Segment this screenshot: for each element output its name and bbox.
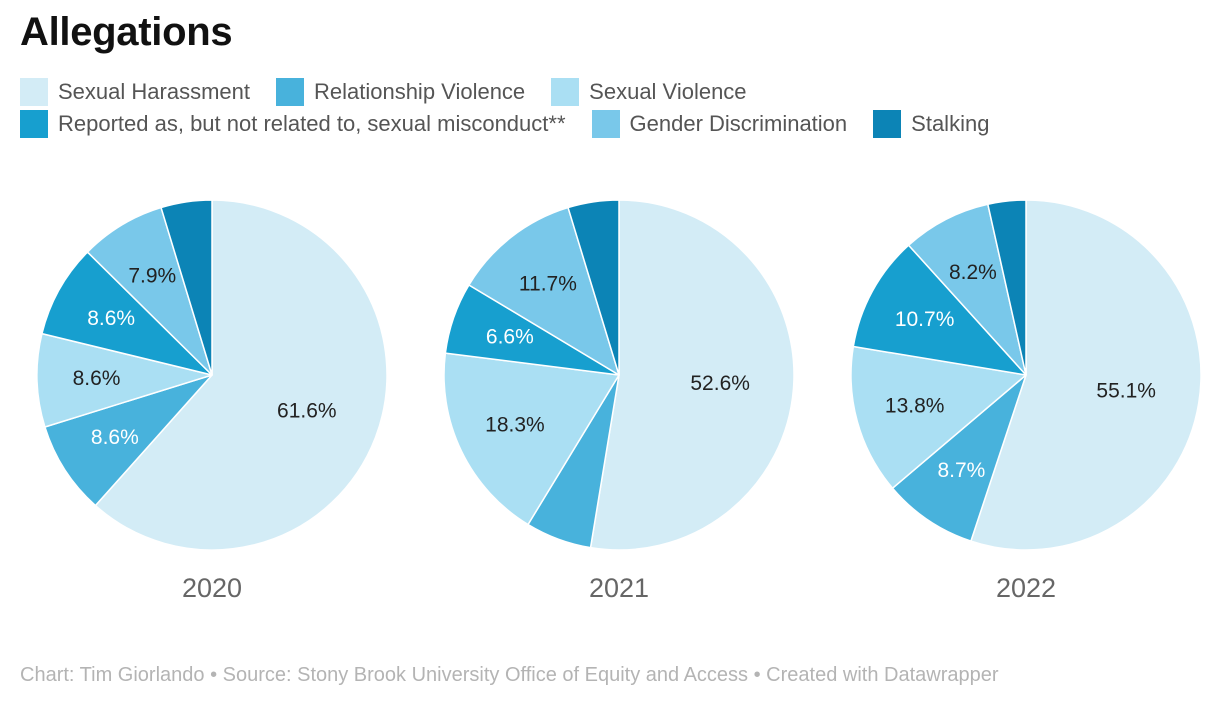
legend-item: Sexual Violence xyxy=(551,78,747,106)
pie-charts: 61.6% 8.6% 8.6% 8.6% 7.9% 2020 52.6% 18.3% 6.6% 1… xyxy=(36,199,1202,603)
slice-label: 8.7% xyxy=(937,459,985,482)
legend-label: Gender Discrimination xyxy=(629,111,848,136)
pie-slice xyxy=(160,199,213,376)
pie-slice xyxy=(970,199,1202,551)
legend: Sexual Harassment Relationship Violence Se… xyxy=(20,78,1200,138)
pie-slice xyxy=(852,244,1027,376)
legend-item: Gender Discrimination xyxy=(591,110,848,138)
pie-slice xyxy=(94,199,388,551)
legend-label: Stalking xyxy=(911,111,990,136)
legend-item: Relationship Violence xyxy=(275,78,526,106)
legend-swatch xyxy=(20,110,48,138)
legend-label: Relationship Violence xyxy=(313,79,526,104)
pie-slice xyxy=(468,206,620,376)
legend-swatch xyxy=(275,78,304,106)
footer-credit: Chart: Tim Giorlando • Source: Stony Bro… xyxy=(20,664,999,686)
legend-label: Reported as, but not related to, sexual … xyxy=(58,111,566,136)
slice-label: 55.1% xyxy=(1096,380,1156,403)
pie-slice xyxy=(850,345,1027,489)
slice-label: 8.6% xyxy=(91,426,139,449)
pie-slice xyxy=(443,352,620,526)
legend-item: Stalking xyxy=(873,110,989,138)
pie-slice xyxy=(891,374,1027,542)
pie-year-label: 2020 xyxy=(182,573,242,603)
slice-label: 18.3% xyxy=(485,414,545,437)
pie-slice xyxy=(567,199,620,376)
legend-swatch xyxy=(20,78,48,106)
slice-label: 52.6% xyxy=(690,372,750,395)
pie-slice xyxy=(589,199,795,551)
pie-year-label: 2021 xyxy=(589,573,649,603)
legend-item: Sexual Harassment xyxy=(20,78,250,106)
slice-label: 8.6% xyxy=(87,307,135,330)
slice-label: 13.8% xyxy=(885,394,945,417)
slice-label: 61.6% xyxy=(277,400,337,423)
legend-swatch xyxy=(591,110,620,138)
legend-label: Sexual Violence xyxy=(589,79,747,104)
legend-swatch xyxy=(551,78,580,106)
pie-year-label: 2022 xyxy=(996,573,1056,603)
slice-label: 11.7% xyxy=(519,272,577,295)
pie-slice xyxy=(41,251,213,376)
legend-item: Reported as, but not related to, sexual … xyxy=(20,110,566,138)
slice-label: 8.6% xyxy=(73,367,121,390)
legend-swatch xyxy=(873,110,902,138)
slice-label: 6.6% xyxy=(486,326,534,349)
pie-slice xyxy=(44,374,213,507)
pie-slice xyxy=(36,332,213,428)
slice-label: 7.9% xyxy=(128,265,176,288)
slice-label: 8.2% xyxy=(949,261,997,284)
legend-label: Sexual Harassment xyxy=(58,79,250,104)
slice-label: 10.7% xyxy=(895,308,955,331)
chart-title: Allegations xyxy=(20,10,233,54)
pie-slice xyxy=(987,199,1027,376)
